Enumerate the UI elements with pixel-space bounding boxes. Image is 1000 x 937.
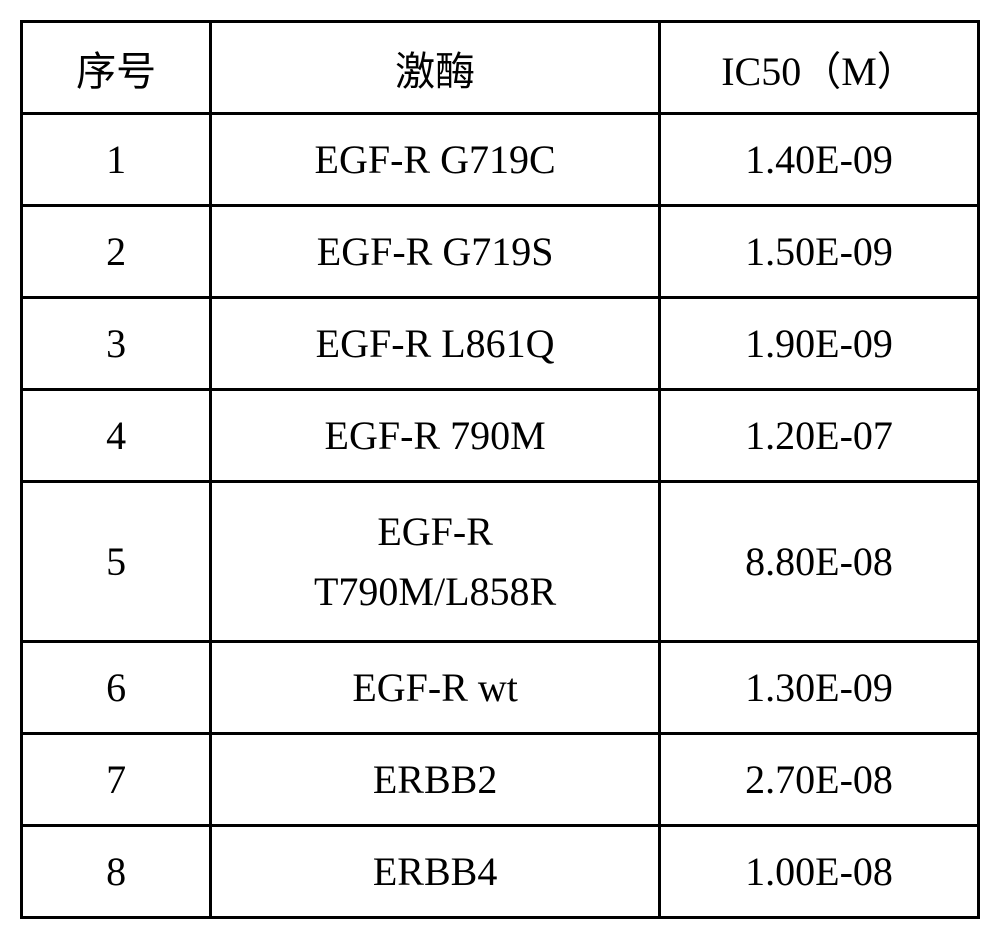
ic50-data-table: 序号 激酶 IC50（M） 1 EGF-R G719C 1.40E-09 2 E… — [20, 20, 980, 919]
cell-enzyme: EGF-R G719C — [211, 114, 660, 206]
cell-seq: 3 — [22, 298, 211, 390]
cell-ic50: 1.30E-09 — [660, 642, 979, 734]
table-row: 8 ERBB4 1.00E-08 — [22, 826, 979, 918]
table-row: 3 EGF-R L861Q 1.90E-09 — [22, 298, 979, 390]
cell-ic50: 1.00E-08 — [660, 826, 979, 918]
cell-enzyme: ERBB4 — [211, 826, 660, 918]
header-seq: 序号 — [22, 22, 211, 114]
cell-seq: 7 — [22, 734, 211, 826]
cell-enzyme: EGF-R L861Q — [211, 298, 660, 390]
cell-ic50: 8.80E-08 — [660, 482, 979, 642]
table-row: 1 EGF-R G719C 1.40E-09 — [22, 114, 979, 206]
cell-enzyme: EGF-R wt — [211, 642, 660, 734]
table-row: 6 EGF-R wt 1.30E-09 — [22, 642, 979, 734]
cell-enzyme: EGF-R 790M — [211, 390, 660, 482]
table-row: 4 EGF-R 790M 1.20E-07 — [22, 390, 979, 482]
cell-ic50: 2.70E-08 — [660, 734, 979, 826]
header-enzyme: 激酶 — [211, 22, 660, 114]
cell-enzyme: ERBB2 — [211, 734, 660, 826]
cell-ic50: 1.20E-07 — [660, 390, 979, 482]
cell-enzyme: EGF-R G719S — [211, 206, 660, 298]
table-body: 1 EGF-R G719C 1.40E-09 2 EGF-R G719S 1.5… — [22, 114, 979, 918]
cell-seq: 6 — [22, 642, 211, 734]
cell-ic50: 1.90E-09 — [660, 298, 979, 390]
table-header-row: 序号 激酶 IC50（M） — [22, 22, 979, 114]
table-row: 7 ERBB2 2.70E-08 — [22, 734, 979, 826]
cell-seq: 4 — [22, 390, 211, 482]
header-ic50: IC50（M） — [660, 22, 979, 114]
enzyme-line1: EGF-R — [212, 502, 658, 562]
cell-enzyme: EGF-R T790M/L858R — [211, 482, 660, 642]
cell-ic50: 1.50E-09 — [660, 206, 979, 298]
cell-seq: 8 — [22, 826, 211, 918]
enzyme-line2: T790M/L858R — [212, 562, 658, 622]
table-row: 2 EGF-R G719S 1.50E-09 — [22, 206, 979, 298]
cell-ic50: 1.40E-09 — [660, 114, 979, 206]
table-row: 5 EGF-R T790M/L858R 8.80E-08 — [22, 482, 979, 642]
cell-seq: 1 — [22, 114, 211, 206]
cell-seq: 2 — [22, 206, 211, 298]
cell-seq: 5 — [22, 482, 211, 642]
